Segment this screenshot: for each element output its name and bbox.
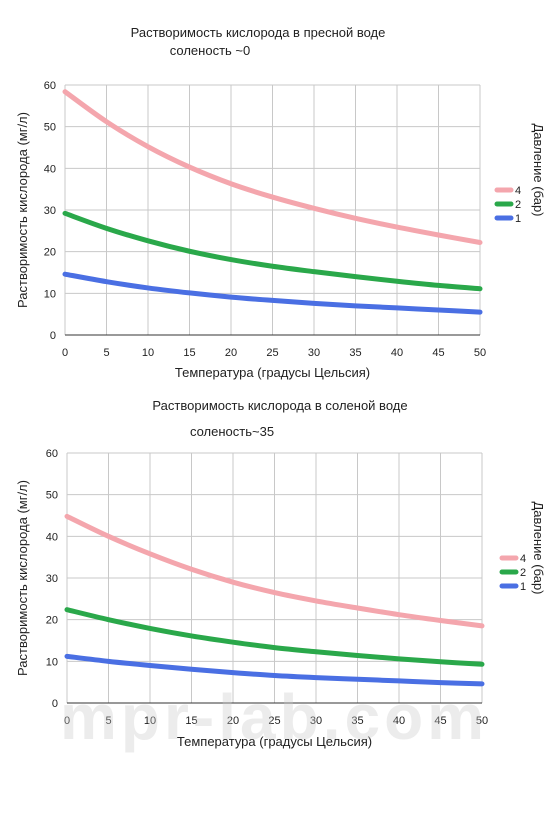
watermark: mpr-lab.com	[60, 681, 489, 753]
legend-label-4: 4	[515, 185, 521, 197]
legend-label-1: 1	[515, 213, 521, 225]
chart-title: Растворимость кислорода в соленой воде	[152, 398, 407, 413]
chart-2: Растворимость кислорода в соленой воде со…	[15, 398, 546, 749]
y-tick-label: 50	[44, 122, 56, 134]
x-tick-label: 50	[474, 347, 486, 359]
y-tick-label: 40	[46, 531, 58, 543]
y-tick-label: 50	[46, 490, 58, 502]
x-tick-label: 20	[227, 715, 239, 727]
x-tick-label: 45	[434, 715, 446, 727]
y-tick-label: 20	[44, 247, 56, 259]
y-tick-label: 60	[44, 80, 56, 92]
x-tick-label: 10	[142, 347, 154, 359]
x-tick-label: 30	[310, 715, 322, 727]
y-tick-label: 0	[52, 698, 58, 710]
legend-label-1: 1	[520, 581, 526, 593]
chart-1: Растворимость кислорода в пресной воде со…	[15, 25, 546, 380]
legend-title: Давление (бар)	[531, 501, 546, 594]
x-tick-label: 15	[183, 347, 195, 359]
y-tick-label: 60	[46, 448, 58, 460]
x-tick-label: 35	[351, 715, 363, 727]
x-tick-label: 5	[103, 347, 109, 359]
chart-title: Растворимость кислорода в пресной воде	[131, 25, 386, 40]
x-tick-label: 5	[105, 715, 111, 727]
y-tick-label: 30	[44, 205, 56, 217]
legend-label-2: 2	[520, 567, 526, 579]
y-tick-label: 10	[46, 656, 58, 668]
x-tick-label: 40	[391, 347, 403, 359]
x-tick-label: 15	[185, 715, 197, 727]
x-axis-label: Температура (градусы Цельсия)	[177, 734, 372, 749]
x-tick-label: 25	[266, 347, 278, 359]
chart-subtitle: соленость ~0	[170, 43, 250, 58]
x-axis-label: Температура (градусы Цельсия)	[175, 365, 370, 380]
legend-label-2: 2	[515, 199, 521, 211]
x-tick-label: 10	[144, 715, 156, 727]
x-tick-label: 40	[393, 715, 405, 727]
x-tick-label: 0	[64, 715, 70, 727]
x-tick-label: 0	[62, 347, 68, 359]
y-tick-label: 40	[44, 163, 56, 175]
x-tick-label: 30	[308, 347, 320, 359]
x-tick-label: 25	[268, 715, 280, 727]
x-tick-label: 35	[349, 347, 361, 359]
x-tick-label: 20	[225, 347, 237, 359]
y-tick-label: 20	[46, 615, 58, 627]
y-tick-label: 10	[44, 288, 56, 300]
legend-label-4: 4	[520, 553, 526, 565]
y-axis-label: Растворимость кислорода (мг/л)	[15, 480, 30, 676]
y-axis-label: Растворимость кислорода (мг/л)	[15, 112, 30, 308]
x-tick-label: 45	[432, 347, 444, 359]
chart-subtitle: соленость~35	[190, 424, 274, 439]
y-tick-label: 0	[50, 330, 56, 342]
legend-title: Давление (бар)	[531, 123, 546, 216]
y-tick-label: 30	[46, 573, 58, 585]
x-tick-label: 50	[476, 715, 488, 727]
